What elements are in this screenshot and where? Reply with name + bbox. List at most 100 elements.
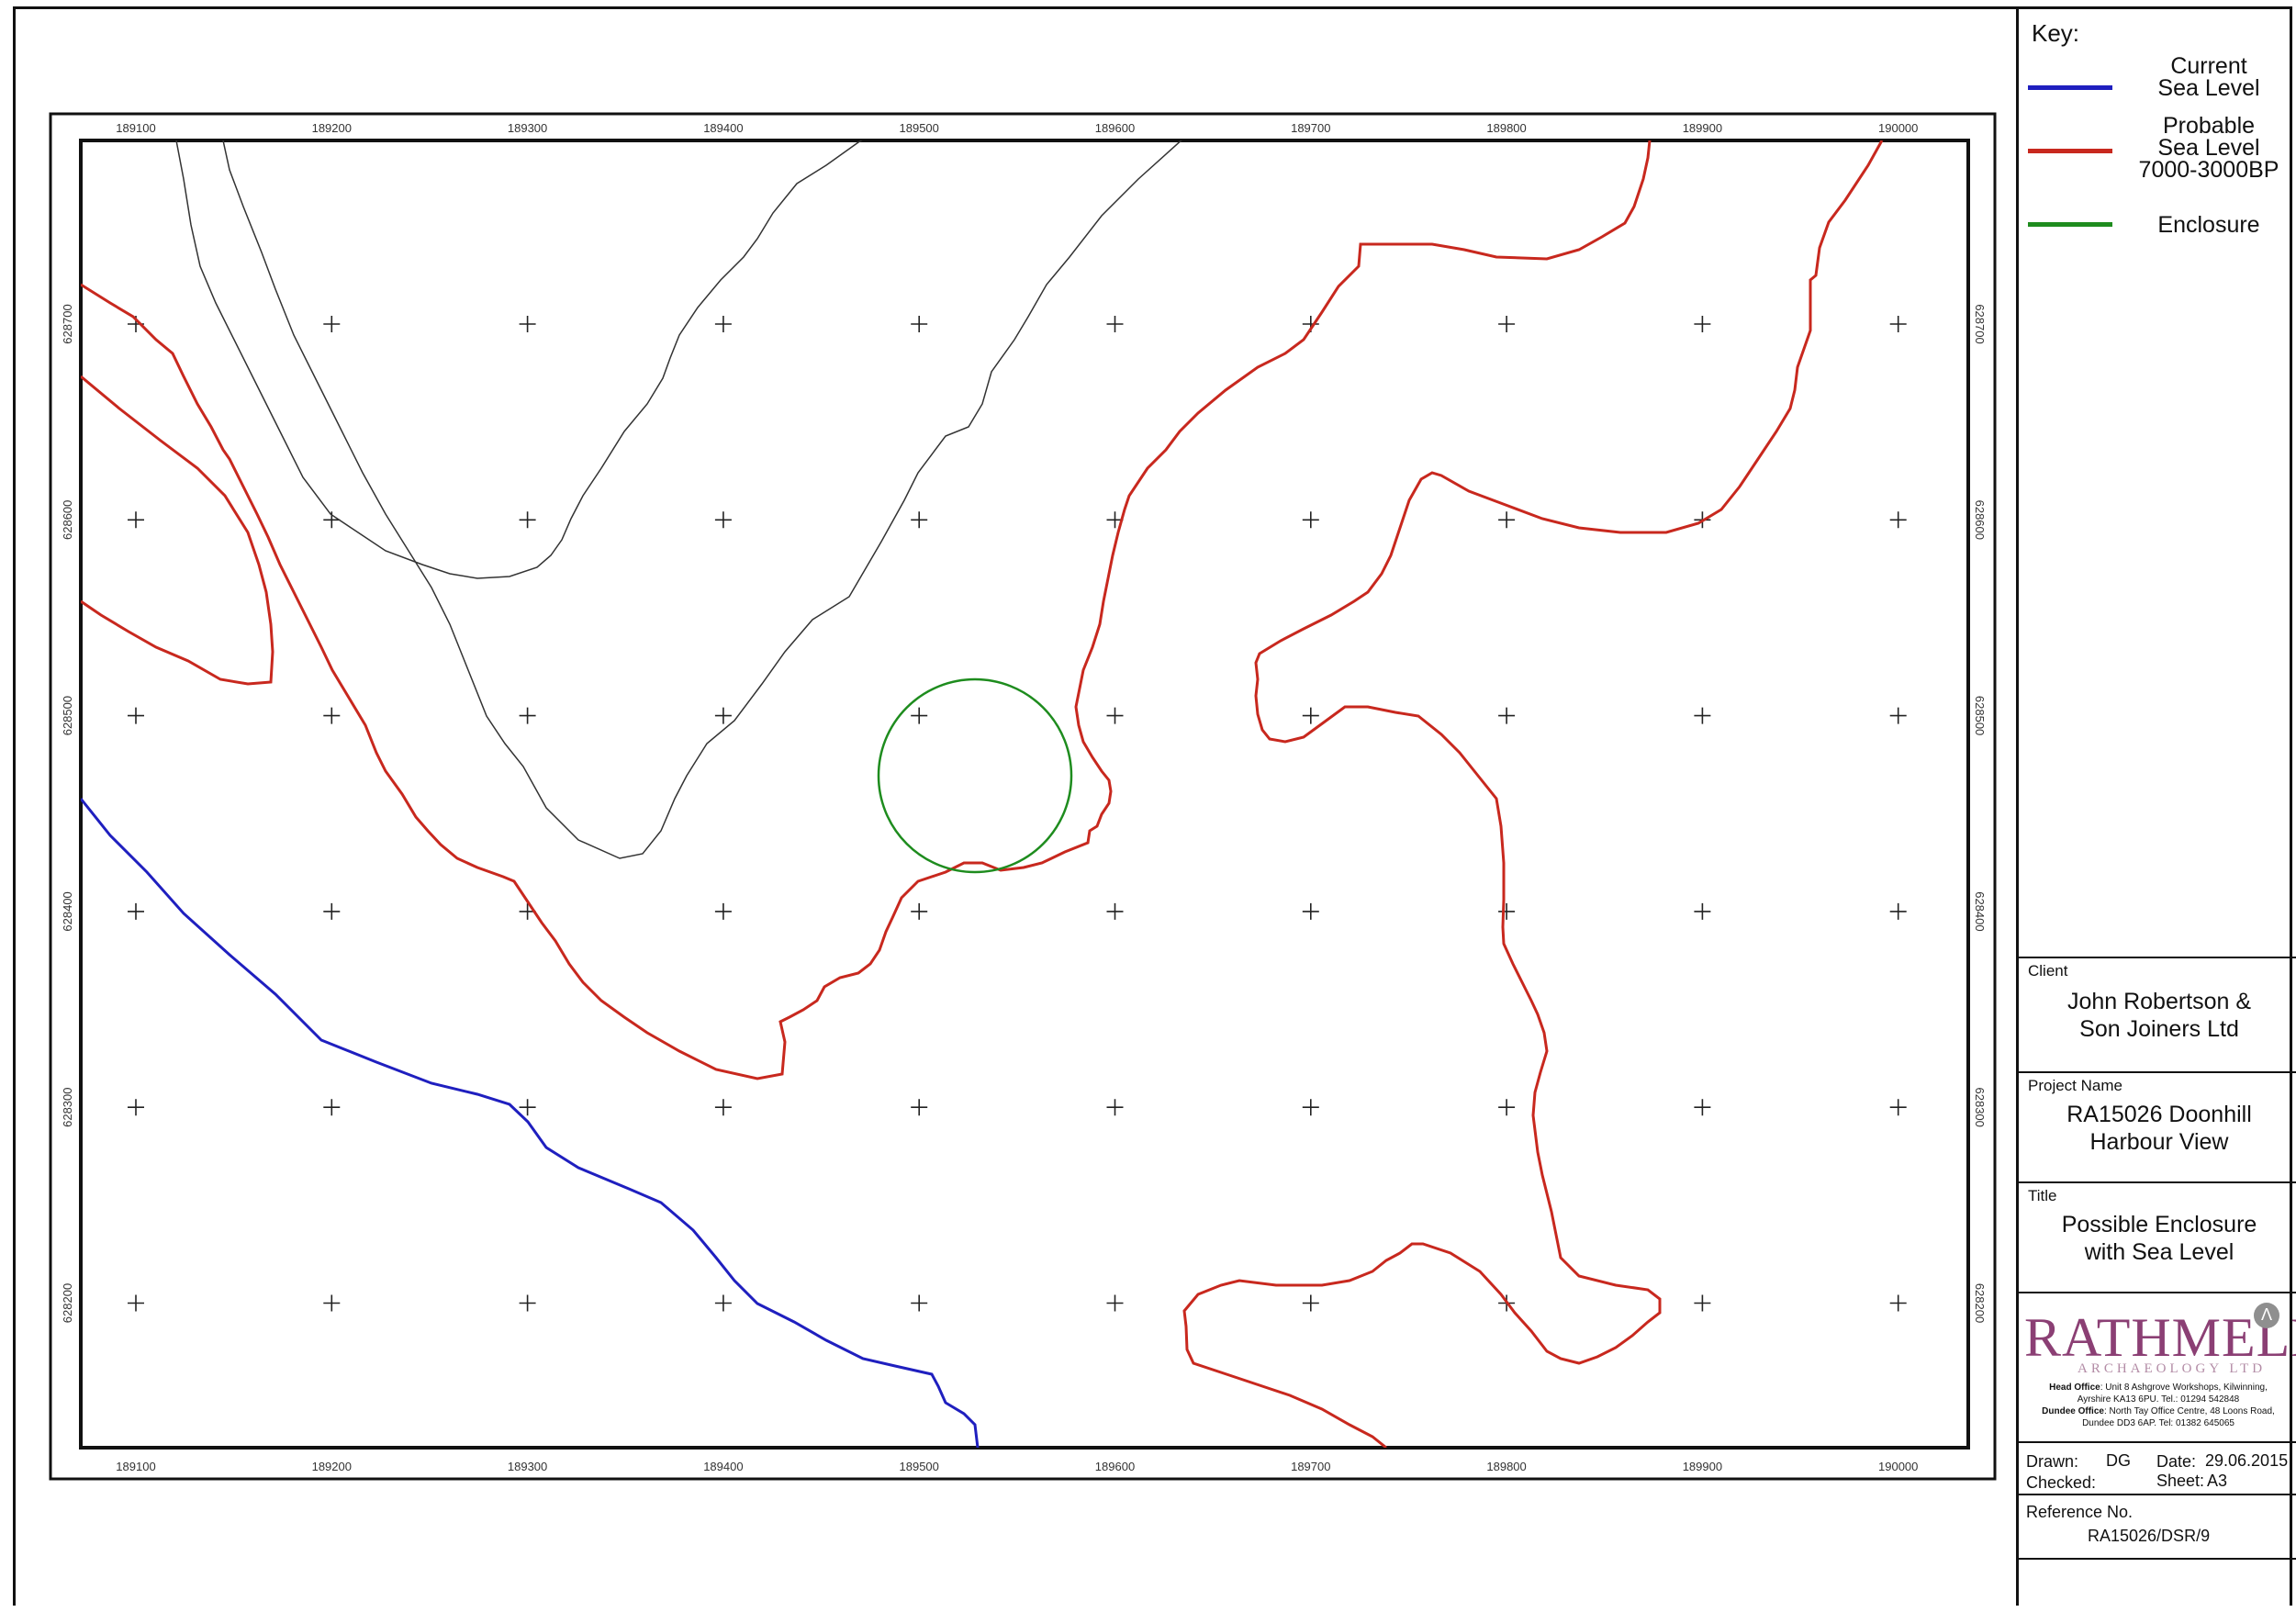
- northing-ticks-right: 628700 628600 628500 628400 628300 628200: [1973, 304, 1987, 1323]
- title-value: Possible Enclosure with Sea Level: [2061, 1212, 2257, 1265]
- map-inner-frame: [79, 139, 1970, 1450]
- northing-label-right: 628600: [1973, 500, 1987, 540]
- grid-cross-mark: [911, 902, 928, 920]
- grid-cross-mark: [714, 1099, 732, 1116]
- probable-sea-level-east: [1182, 140, 1884, 1448]
- drawn-value: DG: [2106, 1451, 2131, 1470]
- easting-label-bottom: 189700: [1291, 1460, 1330, 1473]
- head-office-label: Head Office: [2049, 1383, 2100, 1393]
- legend-label-enclosure: Enclosure: [2157, 212, 2260, 238]
- grid-cross-mark: [1106, 902, 1124, 920]
- northing-label-left: 628300: [61, 1088, 74, 1127]
- grid-cross-mark: [1302, 1099, 1319, 1116]
- grid-cross-mark: [519, 707, 536, 724]
- grid-cross-mark: [1498, 511, 1516, 529]
- easting-label-bottom: 189200: [312, 1460, 352, 1473]
- grid-cross-mark: [911, 316, 928, 332]
- easting-label-bottom: 189800: [1486, 1460, 1526, 1473]
- legend-title: Key:: [2032, 19, 2080, 47]
- grid-cross-mark: [1106, 1099, 1124, 1116]
- easting-label-bottom: 189100: [116, 1460, 155, 1473]
- grid-cross-mark: [1106, 316, 1124, 332]
- grid-cross-mark: [1106, 707, 1124, 724]
- grid-cross-mark: [911, 1294, 928, 1312]
- easting-label-bottom: 189400: [703, 1460, 743, 1473]
- reference-panel: Reference No. RA15026/DSR/9: [2019, 1494, 2296, 1558]
- grid-cross-mark: [1889, 1294, 1907, 1312]
- grid-cross-mark: [519, 1099, 536, 1116]
- grid-cross-mark: [128, 1099, 144, 1116]
- grid-cross-mark: [1889, 1099, 1907, 1116]
- easting-label-top: 189900: [1683, 121, 1722, 135]
- northing-label-right: 628300: [1973, 1088, 1987, 1127]
- grid-cross-mark: [1302, 1294, 1319, 1312]
- contour-line-lower: [222, 140, 1182, 859]
- company-addresses: Head Office: Unit 8 Ashgrove Workshops, …: [2022, 1382, 2294, 1429]
- easting-label-top: 189500: [900, 121, 939, 135]
- grid-cross-mark: [323, 316, 341, 332]
- probable-sea-level-bay: [81, 375, 274, 686]
- grid-cross-mark: [1106, 1294, 1124, 1312]
- easting-ticks-top: 189100 189200 189300 189400 189500 189600 1897…: [116, 121, 1918, 135]
- company-logo: RATHMELL: [2024, 1307, 2296, 1368]
- grid-cross-mark: [714, 511, 732, 529]
- legend-swatch-enclosure: [2028, 222, 2112, 227]
- easting-label-top: 190000: [1878, 121, 1918, 135]
- dundee-office-address: : North Tay Office Centre, 48 Loons Road…: [2103, 1406, 2275, 1416]
- northing-label-left: 628500: [61, 696, 74, 735]
- drawn-label: Drawn:: [2026, 1452, 2079, 1471]
- company-logo-panel: RATHMELL Λ ARCHAEOLOGY LTD Head Office: …: [2019, 1292, 2296, 1441]
- date-value: 29.06.2015: [2205, 1451, 2289, 1470]
- easting-label-bottom: 189300: [508, 1460, 547, 1473]
- reference-label: Reference No.: [2026, 1503, 2134, 1521]
- company-logo-subtitle: ARCHAEOLOGY LTD: [2078, 1361, 2267, 1376]
- easting-label-top: 189300: [508, 121, 547, 135]
- grid-cross-mark: [1302, 707, 1319, 724]
- logo-badge-icon: Λ: [2254, 1303, 2279, 1328]
- legend-swatch-current: [2028, 85, 2112, 90]
- grid-cross-mark: [714, 707, 732, 724]
- client-label: Client: [2028, 962, 2068, 980]
- map-frame: 189100 189200 189300 189400 189500 189600 1897…: [49, 112, 1997, 1481]
- northing-label-left: 628200: [61, 1283, 74, 1323]
- title-block-sidebar: Key: Current Sea Level Probable Sea Leve…: [2016, 6, 2296, 1606]
- northing-label-right: 628500: [1973, 696, 1987, 735]
- head-office-address: : Unit 8 Ashgrove Workshops, Kilwinning,: [2100, 1383, 2268, 1393]
- easting-label-top: 189400: [703, 121, 743, 135]
- easting-label-top: 189200: [312, 121, 352, 135]
- grid-cross-mark: [714, 902, 732, 920]
- easting-label-bottom: 189500: [900, 1460, 939, 1473]
- title-label: Title: [2028, 1187, 2057, 1204]
- grid-cross-mark: [519, 511, 536, 529]
- legend-item-probable-sea-level: Probable Sea Level 7000-3000BP: [2028, 109, 2294, 201]
- grid-cross-mark: [1889, 707, 1907, 724]
- grid-cross-mark: [128, 707, 144, 724]
- client-panel: Client John Robertson & Son Joiners Ltd: [2019, 957, 2296, 1071]
- northing-ticks-left: 628700 628600 628500 628400 628300 628200: [61, 304, 74, 1323]
- sheet-value: A3: [2207, 1472, 2228, 1490]
- sheet-label: Sheet:: [2156, 1472, 2205, 1490]
- grid-cross-mark: [1694, 316, 1711, 332]
- easting-label-bottom: 190000: [1878, 1460, 1918, 1473]
- northing-label-right: 628400: [1973, 891, 1987, 931]
- grid-cross-mark: [519, 316, 536, 332]
- title-panel: Title Possible Enclosure with Sea Level: [2019, 1181, 2296, 1292]
- northing-label-left: 628600: [61, 500, 74, 540]
- head-office-address-2: Ayrshire KA13 6PU. Tel.: 01294 542848: [2077, 1394, 2240, 1405]
- sheet-border: [13, 6, 2292, 1606]
- date-label: Date:: [2156, 1452, 2197, 1471]
- project-value: RA15026 Doonhill Harbour View: [2066, 1102, 2252, 1155]
- grid-cross-mark: [1694, 1294, 1711, 1312]
- grid-crosses: [128, 316, 1907, 1312]
- grid-cross-mark: [323, 1294, 341, 1312]
- grid-cross-mark: [128, 1294, 144, 1312]
- grid-cross-mark: [1498, 316, 1516, 332]
- grid-cross-mark: [128, 511, 144, 529]
- map-outer-frame: [49, 112, 1997, 1481]
- grid-cross-mark: [1889, 902, 1907, 920]
- grid-cross-mark: [323, 707, 341, 724]
- legend-label-current: Current Sea Level: [2157, 53, 2260, 101]
- easting-label-bottom: 189900: [1683, 1460, 1722, 1473]
- legend-swatch-probable: [2028, 149, 2112, 153]
